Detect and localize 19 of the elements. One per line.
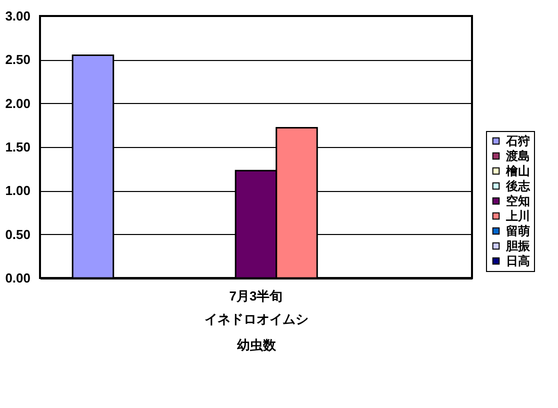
legend-label: 石狩 (505, 134, 530, 148)
legend-label: 空知 (506, 194, 530, 208)
y-tick-label: 0.00 (5, 270, 30, 286)
y-tick-label: 3.00 (5, 8, 30, 24)
legend-label: 檜山 (505, 164, 530, 178)
x-axis-title: イネドロオイムシ (204, 312, 308, 326)
y-tick-label: 2.00 (5, 96, 30, 111)
legend-label: 上川 (505, 209, 530, 223)
legend-label: 後志 (505, 179, 531, 193)
text: 幼虫数 (236, 338, 277, 352)
legend-label: 渡島 (505, 149, 530, 163)
y-tick-label: 1.50 (5, 140, 30, 154)
legend-label: 留萌 (506, 224, 530, 238)
legend-label: 日高 (506, 254, 530, 268)
x-tick-label: 7月3半旬 (229, 288, 283, 304)
y-tick-label: 0.50 (5, 226, 30, 242)
y-tick-label: 1.00 (5, 183, 30, 198)
legend-label: 胆振 (505, 239, 531, 253)
y-tick-label: 2.50 (5, 52, 30, 68)
